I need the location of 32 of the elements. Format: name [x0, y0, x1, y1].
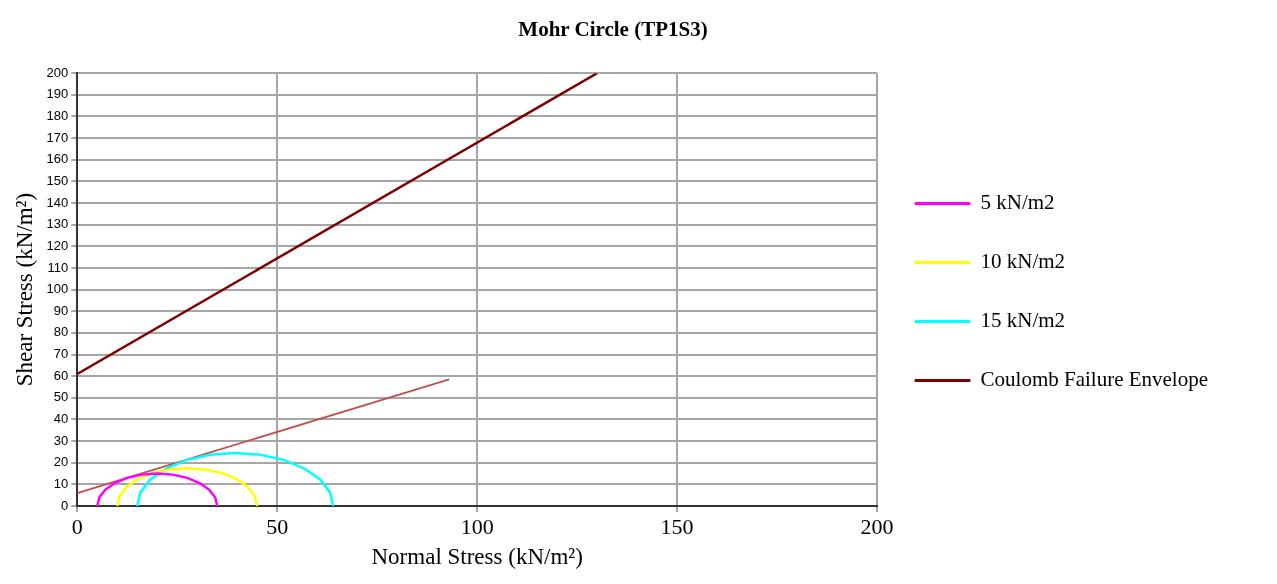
- y-tick-label: 160: [46, 151, 69, 167]
- y-tick-label: 80: [53, 324, 69, 340]
- x-tick-label: 50: [266, 513, 289, 539]
- y-tick-label: 150: [46, 172, 69, 188]
- y-tick-label: 60: [53, 367, 69, 383]
- x-tick-label: 200: [860, 513, 894, 539]
- x-tick-label: 150: [660, 513, 694, 539]
- y-tick-label: 110: [47, 259, 69, 275]
- y-tick-label: 90: [53, 302, 69, 318]
- y-tick-label: 120: [46, 237, 69, 253]
- y-tick-label: 70: [53, 346, 69, 362]
- legend-label: Coulomb Failure Envelope: [980, 367, 1209, 392]
- y-tick-label: 200: [46, 64, 69, 80]
- y-tick-label: 30: [53, 432, 69, 448]
- legend-label: 10 kN/m2: [980, 249, 1066, 274]
- legend-label: 5 kN/m2: [980, 190, 1055, 215]
- y-tick-label: 130: [46, 216, 69, 232]
- y-tick-label: 0: [61, 497, 69, 513]
- y-tick-label: 20: [53, 454, 69, 470]
- y-tick-label: 190: [46, 86, 69, 102]
- y-tick-label: 180: [46, 108, 69, 124]
- y-tick-label: 10: [53, 475, 69, 491]
- y-tick-label: 100: [46, 281, 69, 297]
- x-tick-label: 100: [460, 513, 494, 539]
- legend-label: 15 kN/m2: [980, 308, 1066, 333]
- x-axis-title: Normal Stress (kN/m²): [371, 544, 583, 570]
- y-axis-title: Shear Stress (kN/m²): [11, 192, 37, 387]
- chart-title: Mohr Circle (TP1S3): [518, 17, 708, 42]
- y-tick-label: 50: [53, 389, 69, 405]
- y-tick-label: 140: [46, 194, 69, 210]
- y-tick-label: 40: [53, 411, 69, 427]
- y-tick-label: 170: [46, 129, 69, 145]
